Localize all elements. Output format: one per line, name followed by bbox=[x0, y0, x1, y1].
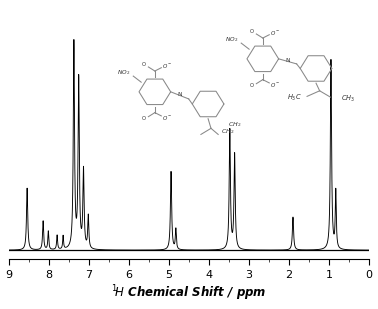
Text: O: O bbox=[250, 83, 254, 88]
Text: O: O bbox=[142, 116, 146, 121]
Text: $CH_2$: $CH_2$ bbox=[221, 127, 234, 136]
Text: $O^-$: $O^-$ bbox=[162, 114, 172, 122]
Text: $H_3C$: $H_3C$ bbox=[287, 93, 302, 103]
Text: $NO_2$: $NO_2$ bbox=[116, 68, 130, 77]
Text: $NO_2$: $NO_2$ bbox=[225, 35, 238, 44]
Text: O: O bbox=[250, 29, 254, 34]
Text: $O^-$: $O^-$ bbox=[270, 81, 280, 89]
Text: $CH_3$: $CH_3$ bbox=[341, 93, 356, 104]
Text: $CH_2$: $CH_2$ bbox=[228, 120, 241, 129]
Text: O: O bbox=[142, 62, 146, 67]
X-axis label: $^1\!\mathit{H}$ Chemical Shift / ppm: $^1\!\mathit{H}$ Chemical Shift / ppm bbox=[112, 284, 267, 303]
Text: N: N bbox=[177, 92, 181, 97]
Text: $O^-$: $O^-$ bbox=[270, 29, 280, 37]
Text: N: N bbox=[285, 57, 290, 63]
Text: $O^-$: $O^-$ bbox=[162, 62, 172, 70]
